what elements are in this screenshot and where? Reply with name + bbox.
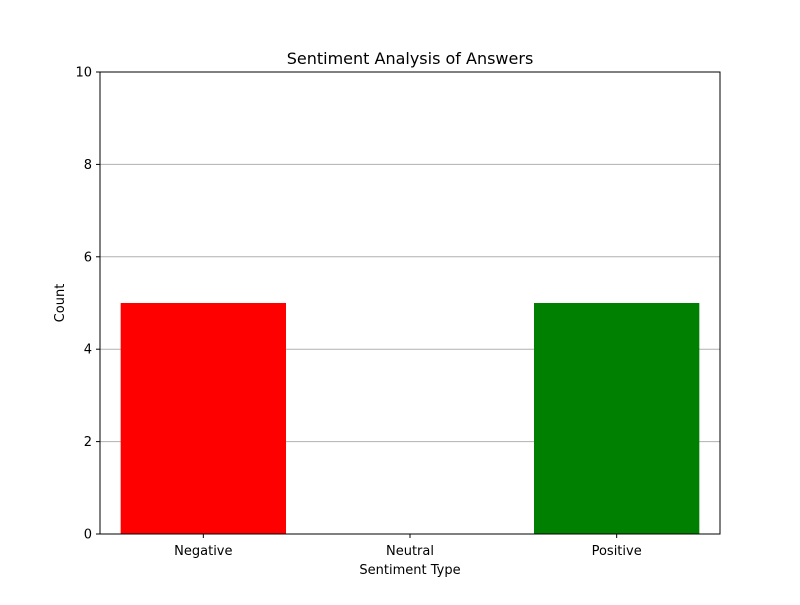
- y-tick-label: 8: [84, 158, 92, 173]
- x-tick-label-neutral: Neutral: [386, 544, 434, 559]
- bar-positive: [534, 303, 700, 534]
- y-tick-label: 6: [84, 250, 92, 265]
- x-axis-ticks: Negative Neutral Positive: [174, 534, 642, 559]
- x-tick-label-positive: Positive: [592, 544, 642, 559]
- y-tick-label: 10: [75, 66, 92, 81]
- x-axis-label: Sentiment Type: [359, 563, 460, 578]
- y-tick-label: 2: [84, 435, 92, 450]
- y-tick-label: 4: [84, 343, 92, 358]
- x-tick-label-negative: Negative: [174, 544, 232, 559]
- bar-negative: [120, 303, 287, 534]
- chart-title: Sentiment Analysis of Answers: [287, 49, 534, 68]
- bars: [120, 303, 700, 534]
- y-axis-label: Count: [53, 284, 68, 323]
- y-axis-ticks: 0 2 4 6 8 10: [75, 66, 100, 543]
- y-tick-label: 0: [84, 528, 92, 543]
